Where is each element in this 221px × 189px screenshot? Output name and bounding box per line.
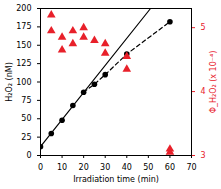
svg-text:25: 25 — [21, 133, 31, 142]
svg-text:H₂O₂ (nM): H₂O₂ (nM) — [5, 62, 14, 101]
svg-text:100: 100 — [16, 78, 31, 87]
svg-text:0: 0 — [26, 151, 31, 160]
svg-text:Irradiation time (min): Irradiation time (min) — [73, 175, 159, 184]
svg-text:125: 125 — [16, 59, 31, 68]
svg-text:20: 20 — [79, 163, 89, 172]
svg-text:70: 70 — [186, 163, 196, 172]
svg-text:10: 10 — [57, 163, 67, 172]
svg-text:50: 50 — [21, 114, 31, 123]
svg-text:60: 60 — [165, 163, 175, 172]
svg-text:50: 50 — [143, 163, 153, 172]
svg-text:3: 3 — [201, 151, 206, 160]
svg-text:5: 5 — [201, 23, 206, 32]
svg-text:30: 30 — [100, 163, 110, 172]
svg-text:Φ_H₂O₂ (x 10⁻⁴): Φ_H₂O₂ (x 10⁻⁴) — [209, 51, 218, 114]
svg-text:75: 75 — [21, 96, 31, 105]
svg-text:150: 150 — [16, 41, 31, 50]
svg-text:0: 0 — [38, 163, 43, 172]
svg-text:175: 175 — [16, 22, 31, 31]
svg-text:200: 200 — [16, 4, 31, 13]
svg-text:40: 40 — [122, 163, 132, 172]
svg-text:4: 4 — [201, 87, 206, 96]
